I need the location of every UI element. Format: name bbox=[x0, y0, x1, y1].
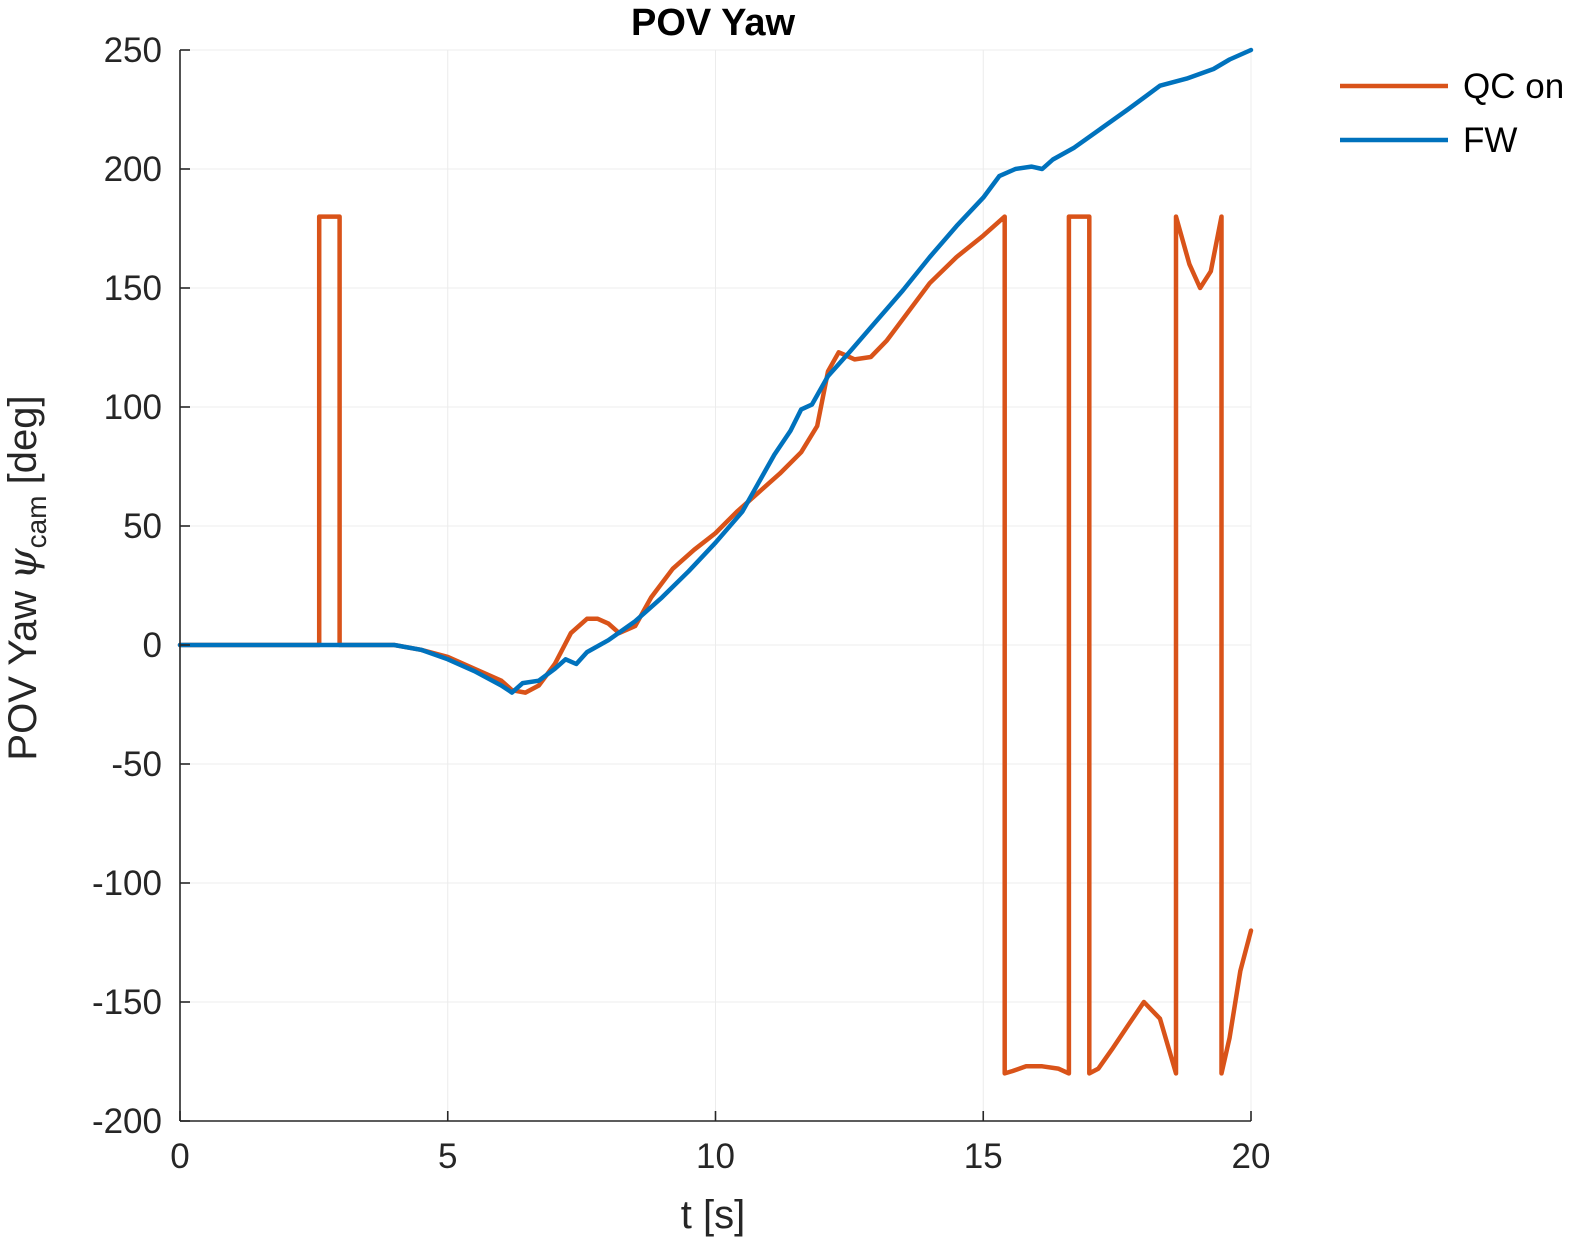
y-axis-title-symbol: ψ bbox=[0, 548, 46, 580]
y-tick-label: -150 bbox=[92, 983, 162, 1022]
y-axis-title-suffix: [deg] bbox=[1, 395, 45, 495]
legend-label: QC on bbox=[1463, 67, 1564, 106]
y-tick-label: 50 bbox=[123, 507, 162, 546]
y-tick-label: -100 bbox=[92, 864, 162, 903]
y-tick-label: 100 bbox=[104, 388, 162, 427]
series-line-qc-on bbox=[177, 214, 1254, 1076]
y-axis-title-prefix: POV Yaw bbox=[1, 580, 45, 761]
chart-title: POV Yaw bbox=[631, 2, 796, 44]
x-tick-label: 10 bbox=[696, 1137, 735, 1176]
tick-labels: 0 5 10 15 20 -200 -150 -100 -50 0 50 100 150 200 250 bbox=[92, 31, 1271, 1176]
series-line-fw bbox=[177, 47, 1254, 695]
x-tick-label: 5 bbox=[438, 1137, 457, 1176]
legend: QC on FW bbox=[1340, 67, 1564, 160]
x-tick-label: 20 bbox=[1232, 1137, 1271, 1176]
y-tick-label: 150 bbox=[104, 269, 162, 308]
y-axis-title-subscript: cam bbox=[21, 495, 52, 548]
y-tick-label: 0 bbox=[143, 626, 162, 665]
legend-label: FW bbox=[1463, 121, 1517, 160]
x-tick-label: 0 bbox=[170, 1137, 189, 1176]
x-tick-label: 15 bbox=[964, 1137, 1003, 1176]
y-tick-label: 200 bbox=[104, 150, 162, 189]
y-tick-label: 250 bbox=[104, 31, 162, 70]
y-axis-title: POV Yaw ψcam [deg] bbox=[0, 395, 52, 760]
y-tick-label: -200 bbox=[92, 1102, 162, 1141]
plot-series bbox=[177, 47, 1254, 1076]
x-axis-title: t [s] bbox=[681, 1193, 745, 1237]
axes bbox=[179, 49, 1252, 1122]
y-tick-label: -50 bbox=[111, 745, 162, 784]
